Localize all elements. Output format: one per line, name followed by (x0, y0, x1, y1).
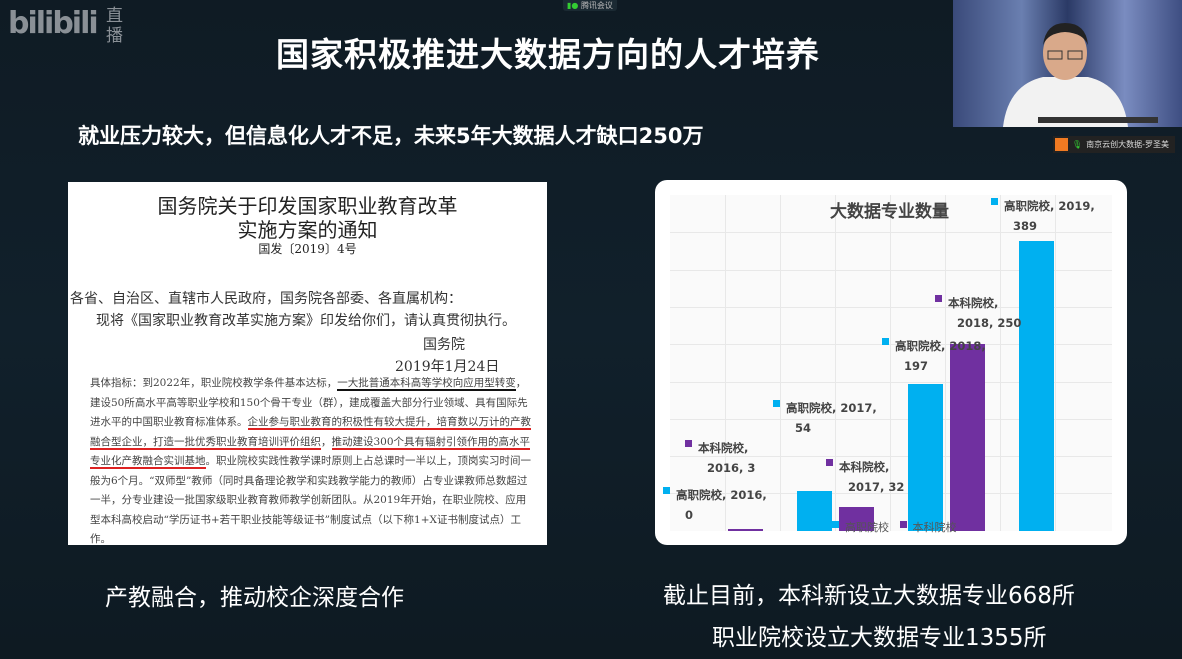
para-underlined: 企业参与职业教育的积极性有较大提升，培育数以万计的产教融合型企业，打造一批优秀职… (90, 416, 531, 450)
right-caption-1: 截止目前，本科新设立大数据专业668所 (663, 583, 1075, 609)
data-label: 高职院校, 2018, 197 (882, 336, 986, 376)
gridline (890, 195, 891, 531)
para-underlined: 推动建设300个具有辐射引领作用的高水平专业化产教融合实训基地 (90, 435, 531, 469)
signal-icon: ▮● (567, 1, 579, 10)
legend-swatch (899, 521, 907, 528)
gridline (670, 232, 1112, 234)
gridline (670, 306, 1112, 308)
data-label: 本科院校, 2018, 250 (935, 293, 1021, 333)
para-text: 。职业院校实践性教学课时原则上占总课时一半以上，顶岗实习时间一般为6个月。“双师… (90, 455, 531, 545)
para-text: ， (321, 435, 332, 448)
gridline (945, 195, 946, 531)
speaker-name-bar: 🎙 南京云创大数据-罗圣美 (1053, 136, 1175, 153)
legend-label: 本科院校 (912, 521, 957, 534)
legend-label: 高职院校 (845, 521, 889, 534)
doc-body: 现将《国家职业教育改革实施方案》印发给你们，请认真贯彻执行。 (96, 313, 516, 329)
gridline (1000, 195, 1001, 531)
document-image: 国务院关于印发国家职业教育改革 实施方案的通知 国发〔2019〕4号 各省、自治… (68, 182, 547, 545)
bilibili-logo: bilibili (8, 6, 99, 41)
laptop (1038, 117, 1158, 123)
slide-subtitle: 就业压力较大，但信息化人才不足，未来5年大数据人才缺口250万 (78, 124, 704, 148)
slide-title: 国家积极推进大数据方向的人才培养 (276, 35, 820, 74)
doc-salutation: 各省、自治区、直辖市人民政府，国务院各部委、各直属机构： (70, 291, 462, 307)
right-caption-2: 职业院校设立大数据专业1355所 (712, 625, 1047, 651)
live-label: 直播 (106, 6, 123, 46)
data-label: 高职院校, 2017, 54 (773, 398, 877, 438)
doc-title-1: 国务院关于印发国家职业教育改革 (157, 194, 458, 218)
doc-paragraph: 具体指标：到2022年，职业院校教学条件基本达标，一大批普通本科高等学校向应用型… (90, 374, 535, 545)
doc-number: 国发〔2019〕4号 (258, 242, 357, 256)
meeting-app-label: 腾讯会议 (580, 1, 613, 10)
para-text: 具体指标：到2022年，职业院校教学条件基本达标， (90, 377, 338, 389)
bar-高职院校-2019 (1019, 240, 1054, 531)
bar-高职院校-2017 (797, 490, 832, 531)
para-text: ，建设50所高水平高等职业学校和150个骨干专业（群），建成覆盖大部分行业领域、… (90, 377, 528, 428)
chart-card: 大数据专业数量 高职院校, 2016, 0 本科院校, 2016, 3 高职院校, 20… (655, 180, 1127, 545)
gridline (835, 195, 836, 531)
data-label: 本科院校, 2017, 32 (826, 457, 904, 497)
speaker-name: 南京云创大数据-罗圣美 (1086, 140, 1170, 149)
left-caption: 产教融合，推动校企深度合作 (105, 585, 404, 611)
doc-signer: 国务院 (423, 337, 465, 353)
gridline (780, 195, 781, 531)
speaker-video (1003, 23, 1128, 127)
legend: 高职院校 本科院校 (832, 519, 957, 535)
gridline (670, 493, 1112, 495)
legend-swatch (832, 521, 839, 528)
gridline (670, 344, 1112, 346)
gridline (670, 269, 1112, 271)
webcam-feed (953, 0, 1182, 127)
avatar-icon (1055, 138, 1068, 151)
chart-title: 大数据专业数量 (830, 202, 949, 222)
gridline (670, 456, 1112, 458)
data-label: 高职院校, 2016, 0 (663, 485, 767, 525)
plot-area (670, 195, 1112, 531)
bar-高职院校-2018 (908, 383, 943, 531)
gridline (670, 418, 1112, 420)
gridline (725, 195, 726, 531)
doc-date: 2019年1月24日 (395, 359, 500, 375)
doc-title-2: 实施方案的通知 (237, 218, 378, 242)
data-label: 高职院校, 2019, 389 (991, 196, 1095, 236)
meeting-indicator[interactable]: ▮● 腾讯会议 (563, 0, 617, 11)
bar-本科院校-2018 (950, 344, 985, 531)
para-underlined: 一大批普通本科高等学校向应用型转变 (337, 377, 516, 391)
microphone-icon[interactable]: 🎙 (1072, 140, 1083, 149)
bar-本科院校-2017 (839, 507, 874, 531)
gridline (1055, 195, 1056, 531)
bar-本科院校-2016 (728, 528, 763, 531)
gridline (670, 381, 1112, 383)
data-label: 本科院校, 2016, 3 (685, 438, 755, 478)
